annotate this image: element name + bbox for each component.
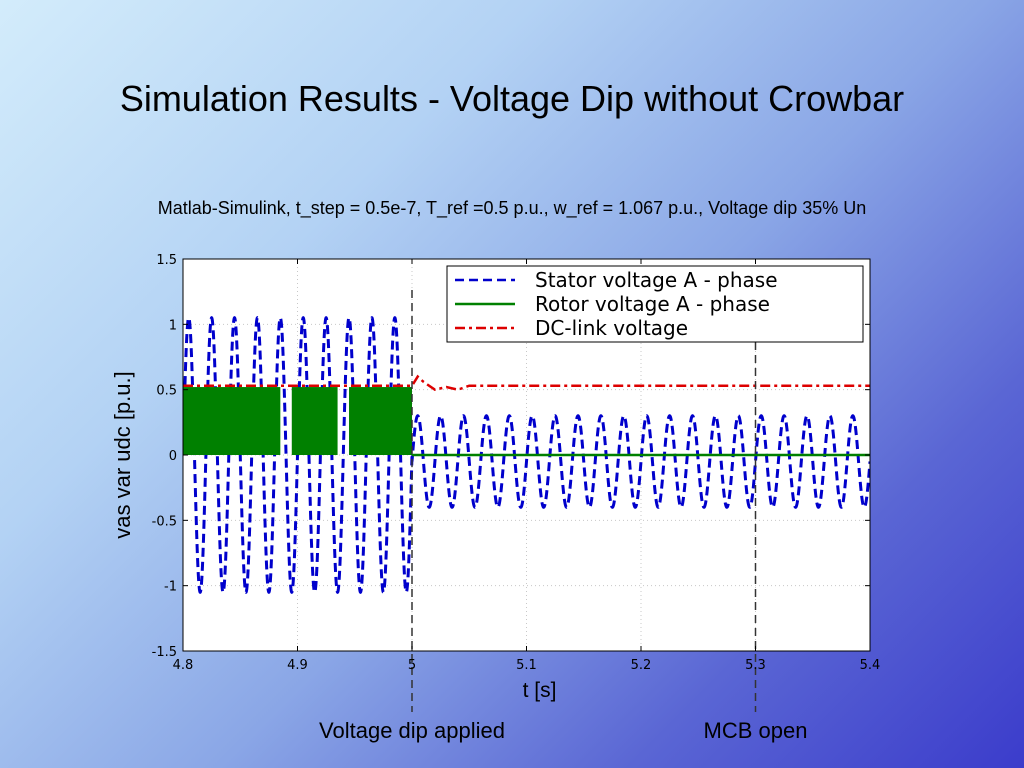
x-tick-label: 4.8: [173, 658, 194, 673]
series-rotor-voltage-band: [291, 387, 338, 455]
legend-entry: DC-link voltage: [535, 316, 688, 340]
series-rotor-voltage-band: [349, 387, 412, 455]
x-tick-label: 4.9: [287, 658, 308, 673]
legend-entry: Stator voltage A - phase: [535, 268, 778, 292]
x-tick-label: 5.4: [860, 658, 881, 673]
series-stator-voltage: [183, 316, 870, 594]
y-axis-label: vas var udc [p.u.]: [110, 371, 135, 539]
y-tick-label: 1.5: [156, 253, 177, 268]
x-axis-label: t [s]: [523, 679, 557, 702]
y-tick-label: 0: [169, 449, 177, 464]
voltage-dip-annotation: Voltage dip applied: [319, 718, 505, 743]
y-tick-label: -1.5: [152, 645, 177, 660]
legend-box: [446, 265, 864, 343]
x-tick-label: 5: [408, 658, 416, 673]
event-markers: [411, 290, 757, 712]
axes: 4.8 4.9 5 5.1 5.2 5.3 5.4 -1.5 -1 -0.5 0 0.5 1 1.5 t […: [110, 253, 880, 702]
x-tick-label: 5.3: [745, 658, 766, 673]
legend-entry: Rotor voltage A - phase: [535, 292, 770, 316]
y-tick-label: 0.5: [156, 384, 177, 399]
series-layer: [183, 316, 870, 594]
y-tick-label: -1: [164, 580, 177, 595]
series-dc-link-voltage: [183, 374, 870, 392]
x-tick-label: 5.1: [516, 658, 537, 673]
x-tick-label: 5.2: [631, 658, 652, 673]
series-rotor-voltage-band: [183, 387, 281, 455]
mcb-open-annotation: MCB open: [703, 718, 808, 743]
y-tick-label: -0.5: [152, 514, 177, 529]
slide-subtitle: Matlab-Simulink, t_step = 0.5e-7, T_ref …: [157, 198, 867, 218]
slide-title: Simulation Results - Voltage Dip without…: [119, 78, 905, 119]
y-tick-label: 1: [169, 318, 177, 333]
